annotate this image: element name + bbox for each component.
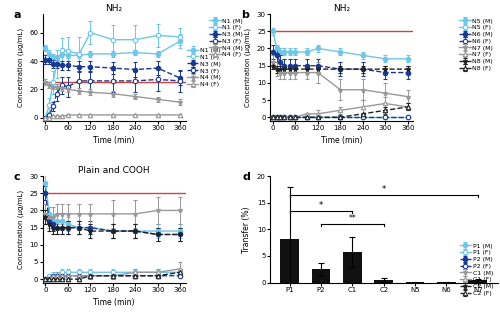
Title: NH₂: NH₂ bbox=[333, 4, 350, 14]
Legend: N1 (M), N1 (F), N3 (M), N3 (F), N4 (M), N4 (F): N1 (M), N1 (F), N3 (M), N3 (F), N4 (M), … bbox=[207, 16, 246, 60]
X-axis label: Time (min): Time (min) bbox=[94, 298, 135, 307]
Text: **: ** bbox=[348, 214, 356, 223]
Text: *: * bbox=[319, 201, 323, 210]
Bar bbox=[374, 280, 393, 283]
Text: d: d bbox=[242, 172, 250, 182]
Text: *: * bbox=[382, 185, 386, 194]
Bar bbox=[312, 269, 330, 283]
Y-axis label: Transfer (%): Transfer (%) bbox=[242, 206, 252, 252]
X-axis label: Time (min): Time (min) bbox=[94, 136, 135, 145]
Text: b: b bbox=[242, 10, 249, 20]
Title: NH₂: NH₂ bbox=[106, 4, 122, 14]
Bar bbox=[468, 280, 487, 283]
Legend: P1 (M), P1 (F), P2 (M), P2 (F), C1 (M), C1 (F), C2 (M), C2 (F): P1 (M), P1 (F), P2 (M), P2 (F), C1 (M), … bbox=[457, 241, 496, 298]
Y-axis label: Concentration (μg/mL): Concentration (μg/mL) bbox=[18, 190, 24, 269]
Text: a: a bbox=[14, 10, 22, 20]
Legend: N5 (M), N5 (F), N6 (M), N6 (F), N7 (M), N7 (F), N8 (M), N8 (F): N5 (M), N5 (F), N6 (M), N6 (F), N7 (M), … bbox=[457, 16, 496, 73]
Title: Plain and COOH: Plain and COOH bbox=[78, 166, 150, 175]
Y-axis label: Concentration (μg/mL): Concentration (μg/mL) bbox=[18, 28, 24, 107]
Y-axis label: Concentration (μg/mL): Concentration (μg/mL) bbox=[245, 28, 252, 107]
Legend: N1 (M), N1 (F), N3 (M), N3 (F), N4 (M), N4 (F): N1 (M), N1 (F), N3 (M), N3 (F), N4 (M), … bbox=[184, 45, 224, 90]
Bar bbox=[280, 239, 299, 283]
Text: c: c bbox=[14, 172, 20, 182]
Bar bbox=[343, 252, 362, 283]
X-axis label: Time (min): Time (min) bbox=[321, 136, 362, 145]
